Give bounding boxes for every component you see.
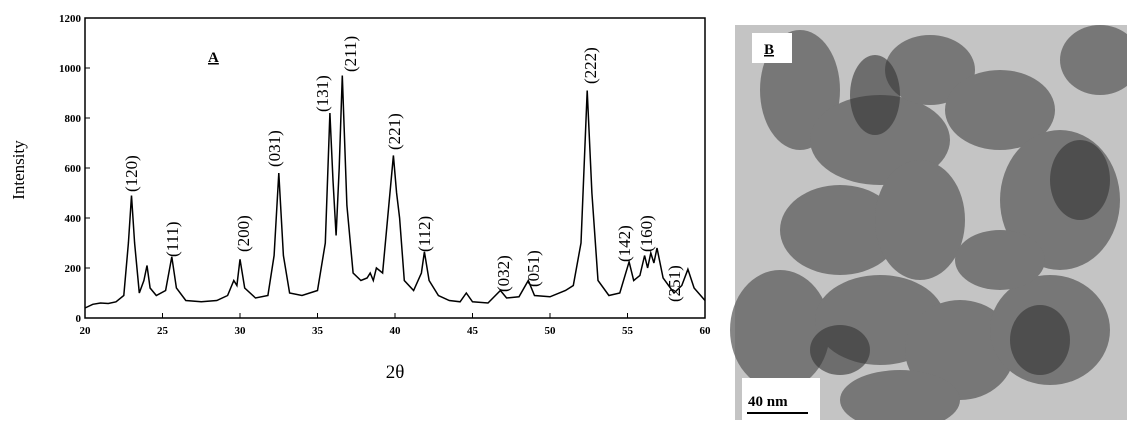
y-tick-label: 800	[65, 113, 82, 125]
x-tick-label: 45	[467, 325, 479, 337]
peak-label: (032)	[494, 255, 513, 292]
peak-label: (221)	[385, 113, 404, 150]
panel-label: A	[208, 50, 219, 66]
x-tick-label: 30	[235, 325, 247, 337]
peak-label: (222)	[581, 47, 600, 84]
x-tick-label: 50	[545, 325, 557, 337]
x-tick-label: 60	[700, 325, 712, 337]
peak-label: (031)	[265, 130, 284, 167]
peak-label: (142)	[615, 225, 634, 262]
peak-label: (051)	[524, 250, 543, 287]
image-label: B	[764, 42, 774, 58]
y-axis-label: Intensity	[9, 140, 28, 200]
peak-label: (111)	[163, 221, 182, 257]
y-tick-label: 400	[65, 213, 82, 225]
x-axis-label: 2θ	[386, 362, 405, 383]
peak-label: (131)	[313, 75, 332, 112]
scale-bar-label: 40 nm	[748, 394, 788, 410]
y-tick-label: 0	[76, 313, 82, 325]
peak-label: (160)	[637, 215, 656, 252]
y-tick-label: 1200	[59, 13, 82, 25]
y-tick-label: 600	[65, 163, 82, 175]
peak-label: (211)	[341, 36, 360, 72]
peak-label: (112)	[415, 216, 434, 252]
tem-image	[730, 25, 1127, 425]
x-tick-label: 25	[157, 325, 169, 337]
x-tick-label: 40	[390, 325, 402, 337]
x-tick-label: 55	[622, 325, 634, 337]
y-tick-label: 200	[65, 263, 82, 275]
peak-label: (120)	[122, 155, 141, 192]
x-tick-label: 35	[312, 325, 324, 337]
peak-label: (200)	[234, 215, 253, 252]
x-tick-label: 20	[80, 325, 92, 337]
y-tick-label: 1000	[59, 63, 82, 75]
peak-label: (251)	[665, 265, 684, 302]
xrd-line	[84, 75, 706, 309]
